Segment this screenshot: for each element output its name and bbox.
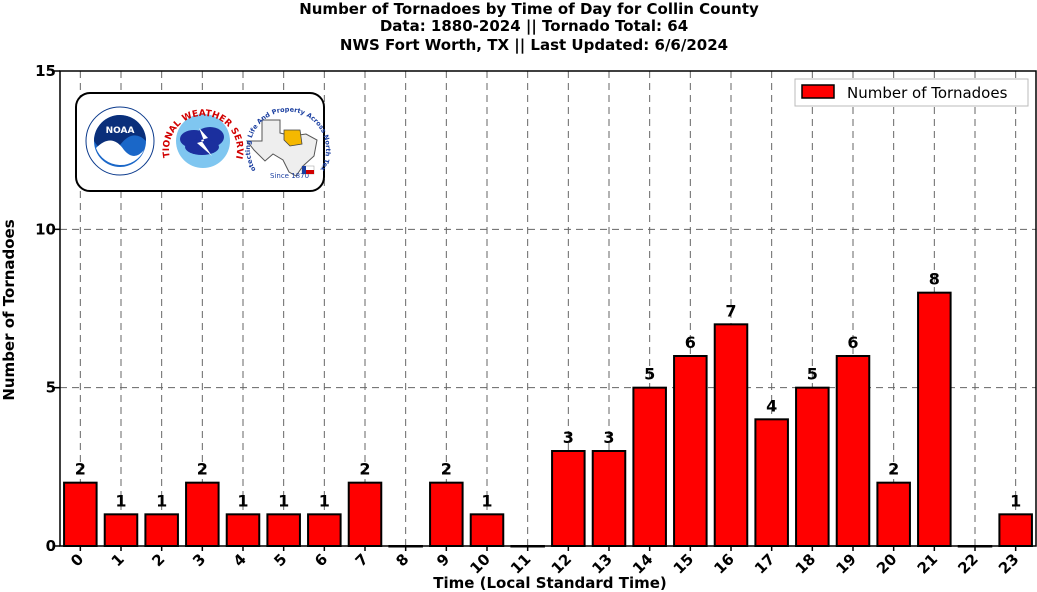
y-tick-label-0: 0 bbox=[46, 537, 56, 555]
bar-hour-12 bbox=[551, 450, 586, 547]
x-tick-label-21: 21 bbox=[914, 550, 941, 577]
bar-hour-9 bbox=[429, 481, 464, 547]
data-label-hour-6: 1 bbox=[319, 491, 330, 510]
data-labels-group: 2 1 1 2 1 1 1 2 2 1 3 3 5 6 7 4 5 6 2 8 1 bbox=[75, 270, 1021, 511]
y-axis-ticks: 0 5 10 15 bbox=[35, 62, 60, 555]
bar-hour-4 bbox=[225, 513, 261, 547]
x-tick-label-2: 2 bbox=[148, 550, 168, 570]
x-tick-label-23: 23 bbox=[995, 550, 1022, 577]
chart-title-line-2: Data: 1880-2024 || Tornado Total: 64 bbox=[380, 17, 688, 36]
data-label-hour-4: 1 bbox=[237, 491, 248, 510]
logo-panel: NOAA NATIONAL WEATHER SERVICE Protecting… bbox=[0, 0, 332, 192]
x-tick-label-6: 6 bbox=[311, 550, 331, 570]
legend-label: Number of Tornadoes bbox=[847, 84, 1008, 102]
bar-hour-10 bbox=[469, 513, 505, 547]
bar-hour-13 bbox=[591, 450, 627, 547]
data-label-hour-2: 1 bbox=[156, 491, 167, 510]
legend-swatch bbox=[801, 84, 835, 99]
x-axis-label: Time (Local Standard Time) bbox=[433, 574, 667, 592]
x-tick-label-1: 1 bbox=[108, 550, 128, 570]
y-tick-label-5: 5 bbox=[46, 379, 56, 397]
x-tick-label-18: 18 bbox=[792, 550, 819, 577]
bar-hour-17 bbox=[754, 418, 789, 548]
chart-title-line-3: NWS Fort Worth, TX || Last Updated: 6/6/… bbox=[340, 36, 728, 55]
grid-lines bbox=[60, 71, 1036, 546]
y-tick-label-15: 15 bbox=[35, 62, 56, 80]
x-axis-ticks: 0 1 2 3 4 5 6 7 8 9 10 11 12 13 14 15 16 17 18 19 20 21 22 23 bbox=[67, 546, 1022, 578]
x-tick-label-8: 8 bbox=[392, 550, 412, 570]
noaa-logo: NOAA bbox=[85, 106, 155, 176]
y-tick-label-10: 10 bbox=[35, 220, 56, 238]
data-label-hour-20: 2 bbox=[888, 460, 899, 479]
x-tick-label-22: 22 bbox=[954, 550, 981, 577]
data-label-hour-1: 1 bbox=[115, 491, 126, 510]
bar-hour-18 bbox=[795, 386, 830, 547]
data-label-hour-12: 3 bbox=[563, 428, 574, 447]
x-tick-label-17: 17 bbox=[751, 550, 778, 577]
data-label-hour-13: 3 bbox=[603, 428, 614, 447]
bar-hour-20 bbox=[876, 481, 911, 547]
bar-hour-2 bbox=[144, 513, 179, 547]
bar-hour-14 bbox=[632, 386, 667, 547]
x-tick-label-16: 16 bbox=[710, 550, 737, 577]
data-label-hour-7: 2 bbox=[359, 460, 370, 479]
bar-hour-6 bbox=[307, 513, 342, 547]
bar-hour-3 bbox=[185, 481, 220, 547]
x-tick-label-4: 4 bbox=[230, 550, 250, 570]
x-tick-label-15: 15 bbox=[670, 550, 697, 577]
data-label-hour-16: 7 bbox=[725, 301, 736, 320]
data-label-hour-3: 2 bbox=[197, 460, 208, 479]
bar-hour-1 bbox=[103, 513, 139, 547]
data-label-hour-19: 6 bbox=[847, 333, 858, 352]
chart-title-line-1: Number of Tornadoes by Time of Day for C… bbox=[299, 0, 759, 18]
data-label-hour-5: 1 bbox=[278, 491, 289, 510]
data-label-hour-23: 1 bbox=[1010, 491, 1021, 510]
x-tick-label-5: 5 bbox=[270, 550, 290, 570]
x-tick-label-20: 20 bbox=[873, 550, 900, 577]
data-label-hour-18: 5 bbox=[807, 365, 818, 384]
data-label-hour-17: 4 bbox=[766, 396, 777, 415]
data-label-hour-15: 6 bbox=[685, 333, 696, 352]
since-text: Since 1870 bbox=[270, 172, 309, 180]
bar-hour-0 bbox=[63, 481, 98, 547]
data-label-hour-9: 2 bbox=[441, 460, 452, 479]
bar-hour-21 bbox=[917, 291, 952, 547]
data-label-hour-10: 1 bbox=[481, 491, 492, 510]
plot-frame bbox=[59, 70, 1037, 547]
x-tick-label-3: 3 bbox=[189, 550, 209, 570]
bar-hour-7 bbox=[347, 481, 383, 547]
bar-hour-23 bbox=[998, 513, 1033, 547]
bar-hour-16 bbox=[713, 323, 749, 548]
x-tick-label-19: 19 bbox=[832, 550, 859, 577]
y-axis-label: Number of Tornadoes bbox=[0, 219, 18, 400]
bar-hour-19 bbox=[835, 355, 871, 547]
data-label-hour-21: 8 bbox=[929, 270, 940, 289]
data-label-hour-14: 5 bbox=[644, 365, 655, 384]
bars-group bbox=[63, 291, 1033, 548]
x-tick-label-7: 7 bbox=[352, 550, 372, 570]
noaa-logo-text: NOAA bbox=[106, 126, 135, 136]
bar-hour-5 bbox=[266, 513, 301, 547]
x-tick-label-9: 9 bbox=[433, 550, 453, 570]
x-tick-label-0: 0 bbox=[67, 550, 87, 570]
legend: Number of Tornadoes bbox=[794, 78, 1029, 107]
data-label-hour-0: 2 bbox=[75, 460, 86, 479]
bar-hour-15 bbox=[673, 355, 708, 547]
